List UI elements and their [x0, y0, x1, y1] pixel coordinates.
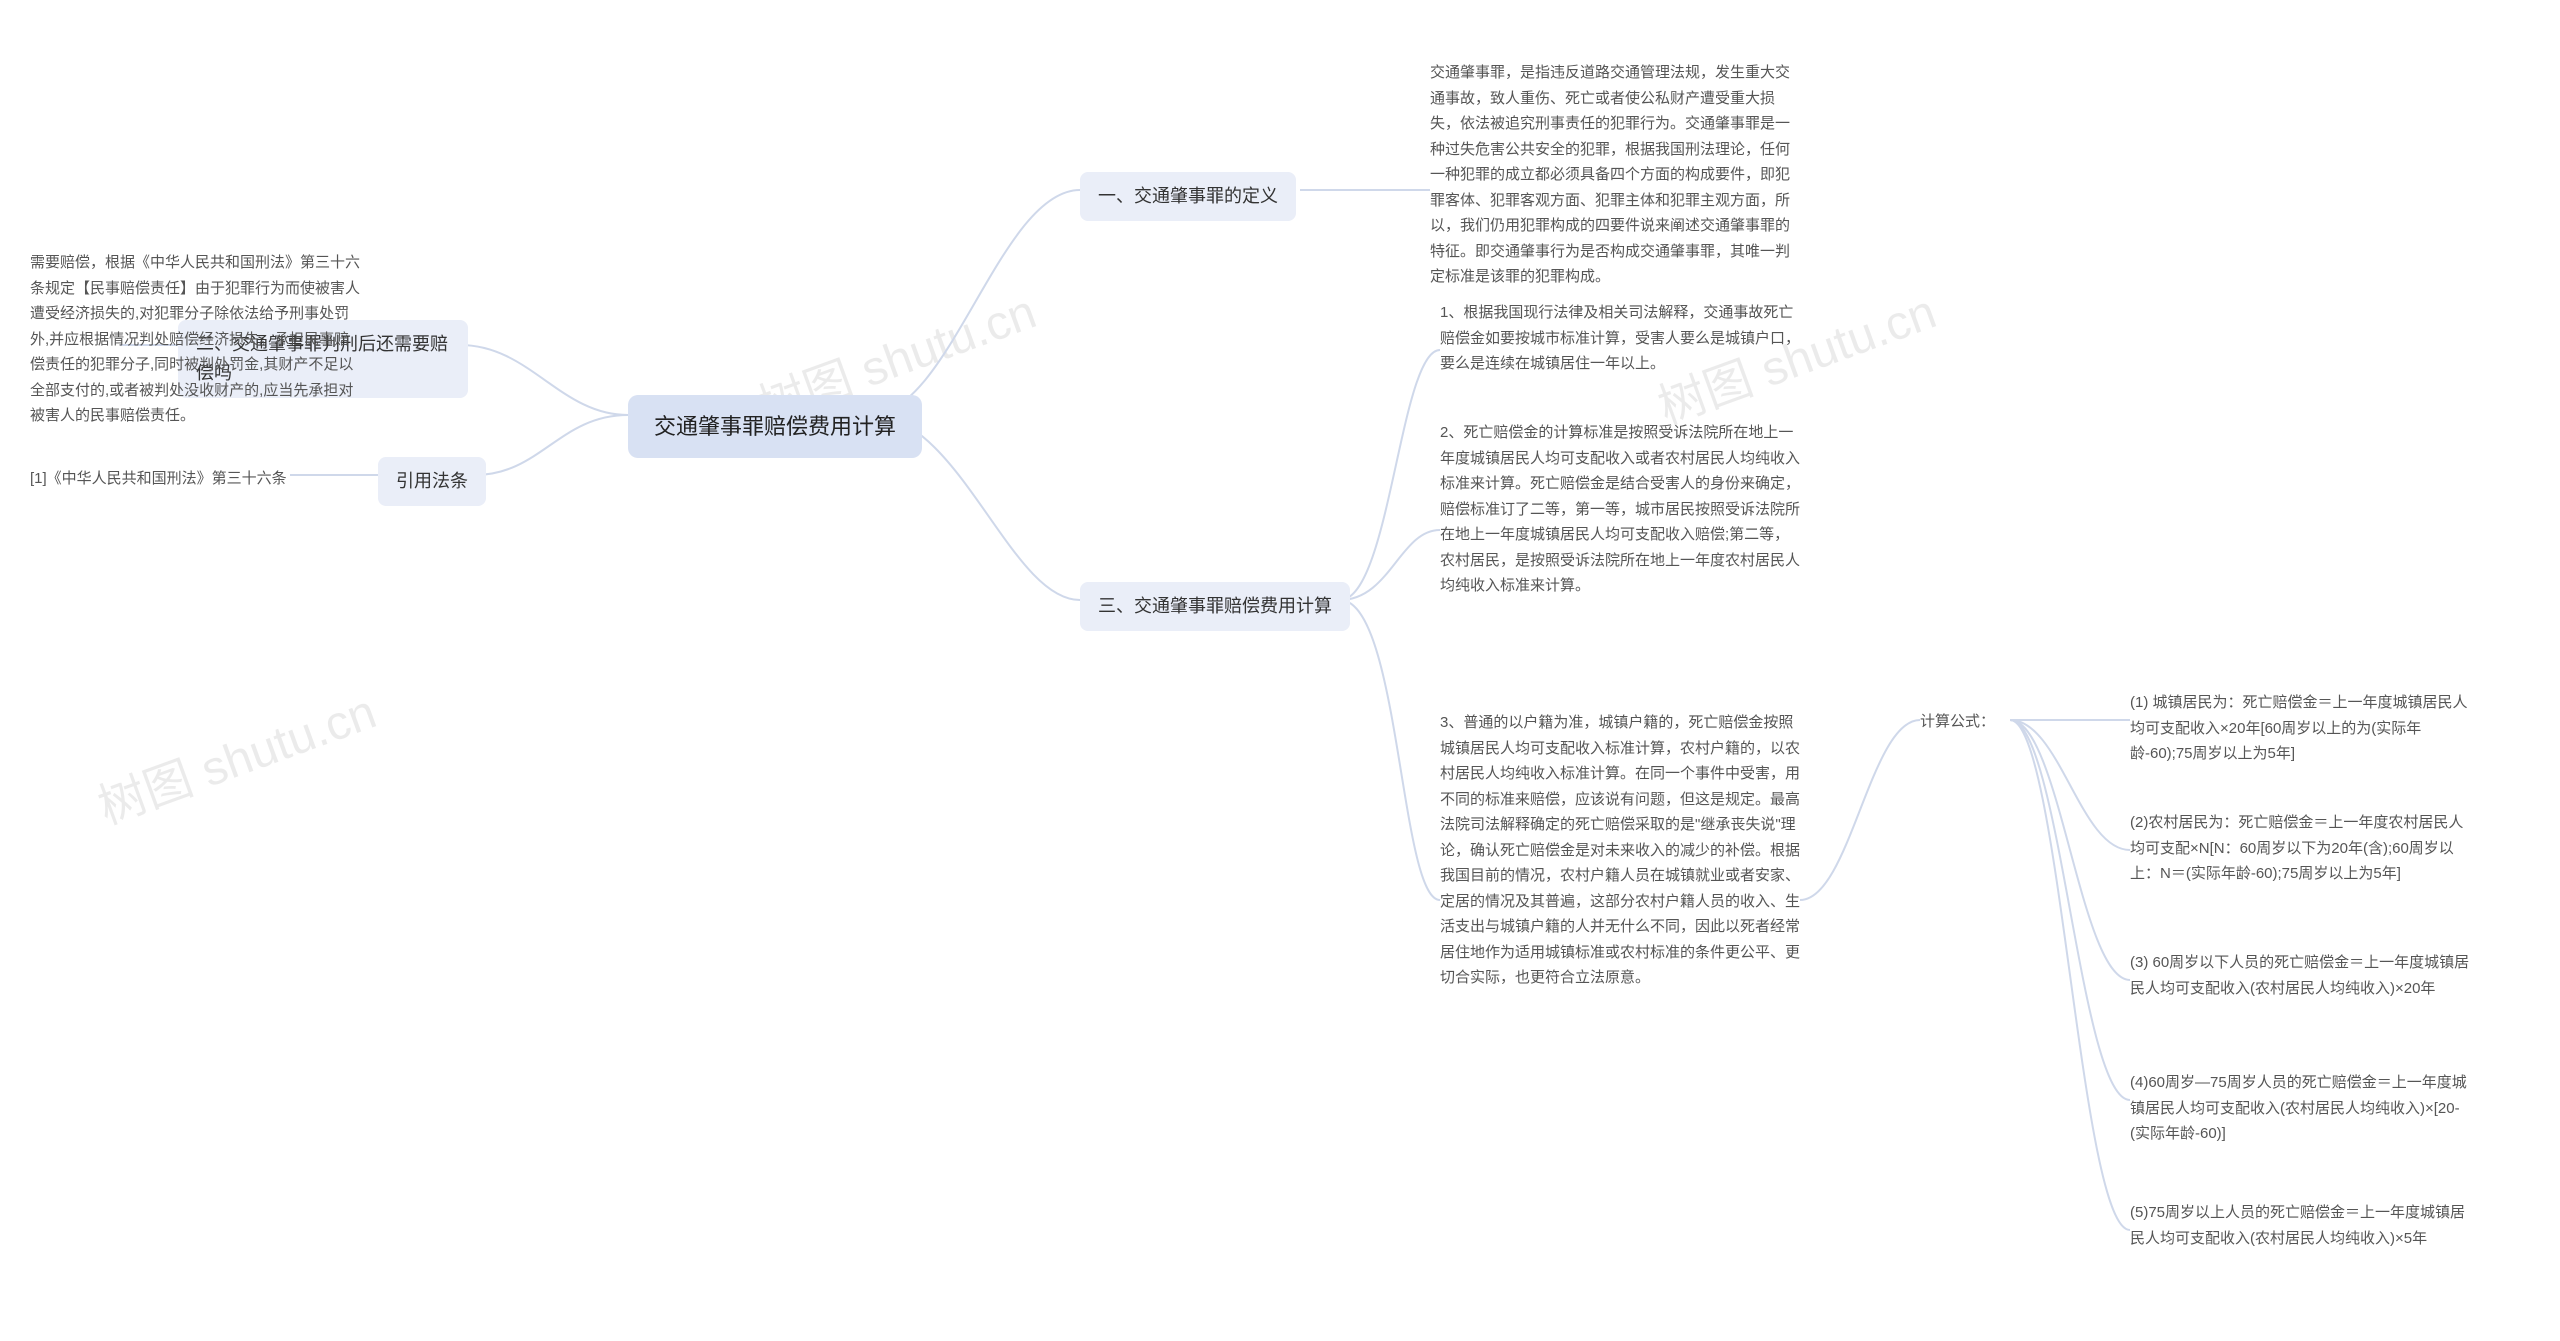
leaf-calc-2: 2、死亡赔偿金的计算标准是按照受诉法院所在地上一年度城镇居民人均可支配收入或者农… — [1440, 420, 1800, 599]
leaf-definition-text: 交通肇事罪，是指违反道路交通管理法规，发生重大交通事故，致人重伤、死亡或者使公私… — [1430, 60, 1790, 290]
formula-3: (3) 60周岁以下人员的死亡赔偿金＝上一年度城镇居民人均可支配收入(农村居民人… — [2130, 950, 2470, 1001]
branch-cited-law[interactable]: 引用法条 — [378, 457, 486, 506]
formula-1: (1) 城镇居民为：死亡赔偿金＝上一年度城镇居民人均可支配收入×20年[60周岁… — [2130, 690, 2470, 767]
central-topic[interactable]: 交通肇事罪赔偿费用计算 — [628, 395, 922, 458]
leaf-calc-3: 3、普通的以户籍为准，城镇户籍的，死亡赔偿金按照城镇居民人均可支配收入标准计算，… — [1440, 710, 1800, 991]
branch-definition[interactable]: 一、交通肇事罪的定义 — [1080, 172, 1296, 221]
formula-5: (5)75周岁以上人员的死亡赔偿金＝上一年度城镇居民人均可支配收入(农村居民人均… — [2130, 1200, 2470, 1251]
formula-2: (2)农村居民为：死亡赔偿金＝上一年度农村居民人均可支配×N[N：60周岁以下为… — [2130, 810, 2470, 887]
leaf-compensation-text: 需要赔偿，根据《中华人民共和国刑法》第三十六条规定【民事赔偿责任】由于犯罪行为而… — [30, 250, 360, 429]
formula-4: (4)60周岁—75周岁人员的死亡赔偿金＝上一年度城镇居民人均可支配收入(农村居… — [2130, 1070, 2470, 1147]
watermark: 树图 shutu.cn — [87, 672, 384, 837]
sublabel-formula: 计算公式： — [1920, 710, 1995, 734]
leaf-cited-law-text: [1]《中华人民共和国刑法》第三十六条 — [30, 466, 287, 492]
branch-calculation[interactable]: 三、交通肇事罪赔偿费用计算 — [1080, 582, 1350, 631]
leaf-calc-1: 1、根据我国现行法律及相关司法解释，交通事故死亡赔偿金如要按城市标准计算，受害人… — [1440, 300, 1800, 377]
